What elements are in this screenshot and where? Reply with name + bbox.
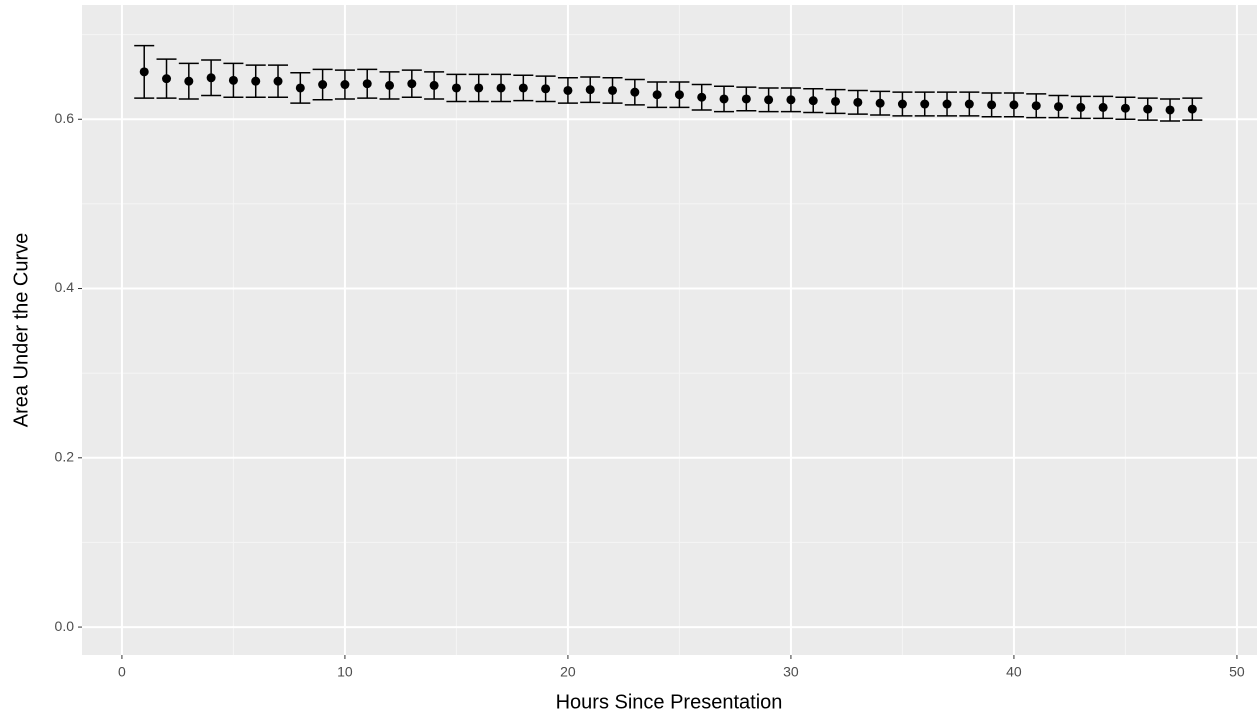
point — [585, 85, 595, 95]
point — [496, 83, 506, 93]
point — [920, 99, 930, 109]
point — [1098, 102, 1108, 112]
point — [340, 80, 350, 90]
point — [162, 74, 172, 84]
point — [563, 85, 573, 95]
point — [541, 84, 551, 94]
point — [853, 97, 863, 107]
point — [184, 76, 194, 86]
y-tick-label: 0.0 — [55, 618, 75, 634]
y-axis-title: Area Under the Curve — [10, 233, 32, 428]
point — [831, 96, 841, 106]
point — [630, 87, 640, 97]
point — [786, 95, 796, 105]
point — [206, 73, 216, 83]
point — [674, 90, 684, 100]
point — [474, 83, 484, 93]
y-tick-label: 0.2 — [55, 449, 75, 465]
y-tick-label: 0.4 — [55, 279, 75, 295]
x-axis-title: Hours Since Presentation — [556, 691, 783, 713]
point — [652, 90, 662, 100]
y-tick-label: 0.6 — [55, 110, 75, 126]
plot-panel — [82, 5, 1257, 655]
point — [407, 79, 417, 89]
point — [741, 94, 751, 104]
point — [429, 80, 439, 90]
point — [362, 79, 372, 89]
x-tick-label: 0 — [118, 664, 126, 680]
point — [942, 99, 952, 109]
point — [897, 99, 907, 109]
point — [987, 100, 997, 110]
x-tick-label: 50 — [1229, 664, 1245, 680]
point — [875, 98, 885, 108]
point — [1120, 103, 1130, 113]
point — [608, 85, 618, 95]
point — [318, 80, 328, 90]
x-tick-label: 10 — [337, 664, 353, 680]
point — [251, 76, 261, 86]
point — [719, 94, 729, 104]
point — [1076, 102, 1086, 112]
point — [1143, 104, 1153, 114]
point — [518, 83, 528, 93]
point — [964, 99, 974, 109]
point — [385, 80, 395, 90]
point — [764, 95, 774, 105]
point — [1054, 102, 1064, 112]
point — [228, 75, 238, 85]
point — [808, 96, 818, 106]
point — [1165, 105, 1175, 115]
point — [139, 67, 149, 77]
point — [451, 83, 461, 93]
point — [1187, 104, 1197, 114]
point — [1009, 100, 1019, 110]
point — [1031, 101, 1041, 111]
point — [295, 83, 305, 93]
x-tick-label: 30 — [783, 664, 799, 680]
x-tick-label: 20 — [560, 664, 576, 680]
point — [273, 76, 283, 86]
x-tick-label: 40 — [1006, 664, 1022, 680]
point — [697, 92, 707, 102]
